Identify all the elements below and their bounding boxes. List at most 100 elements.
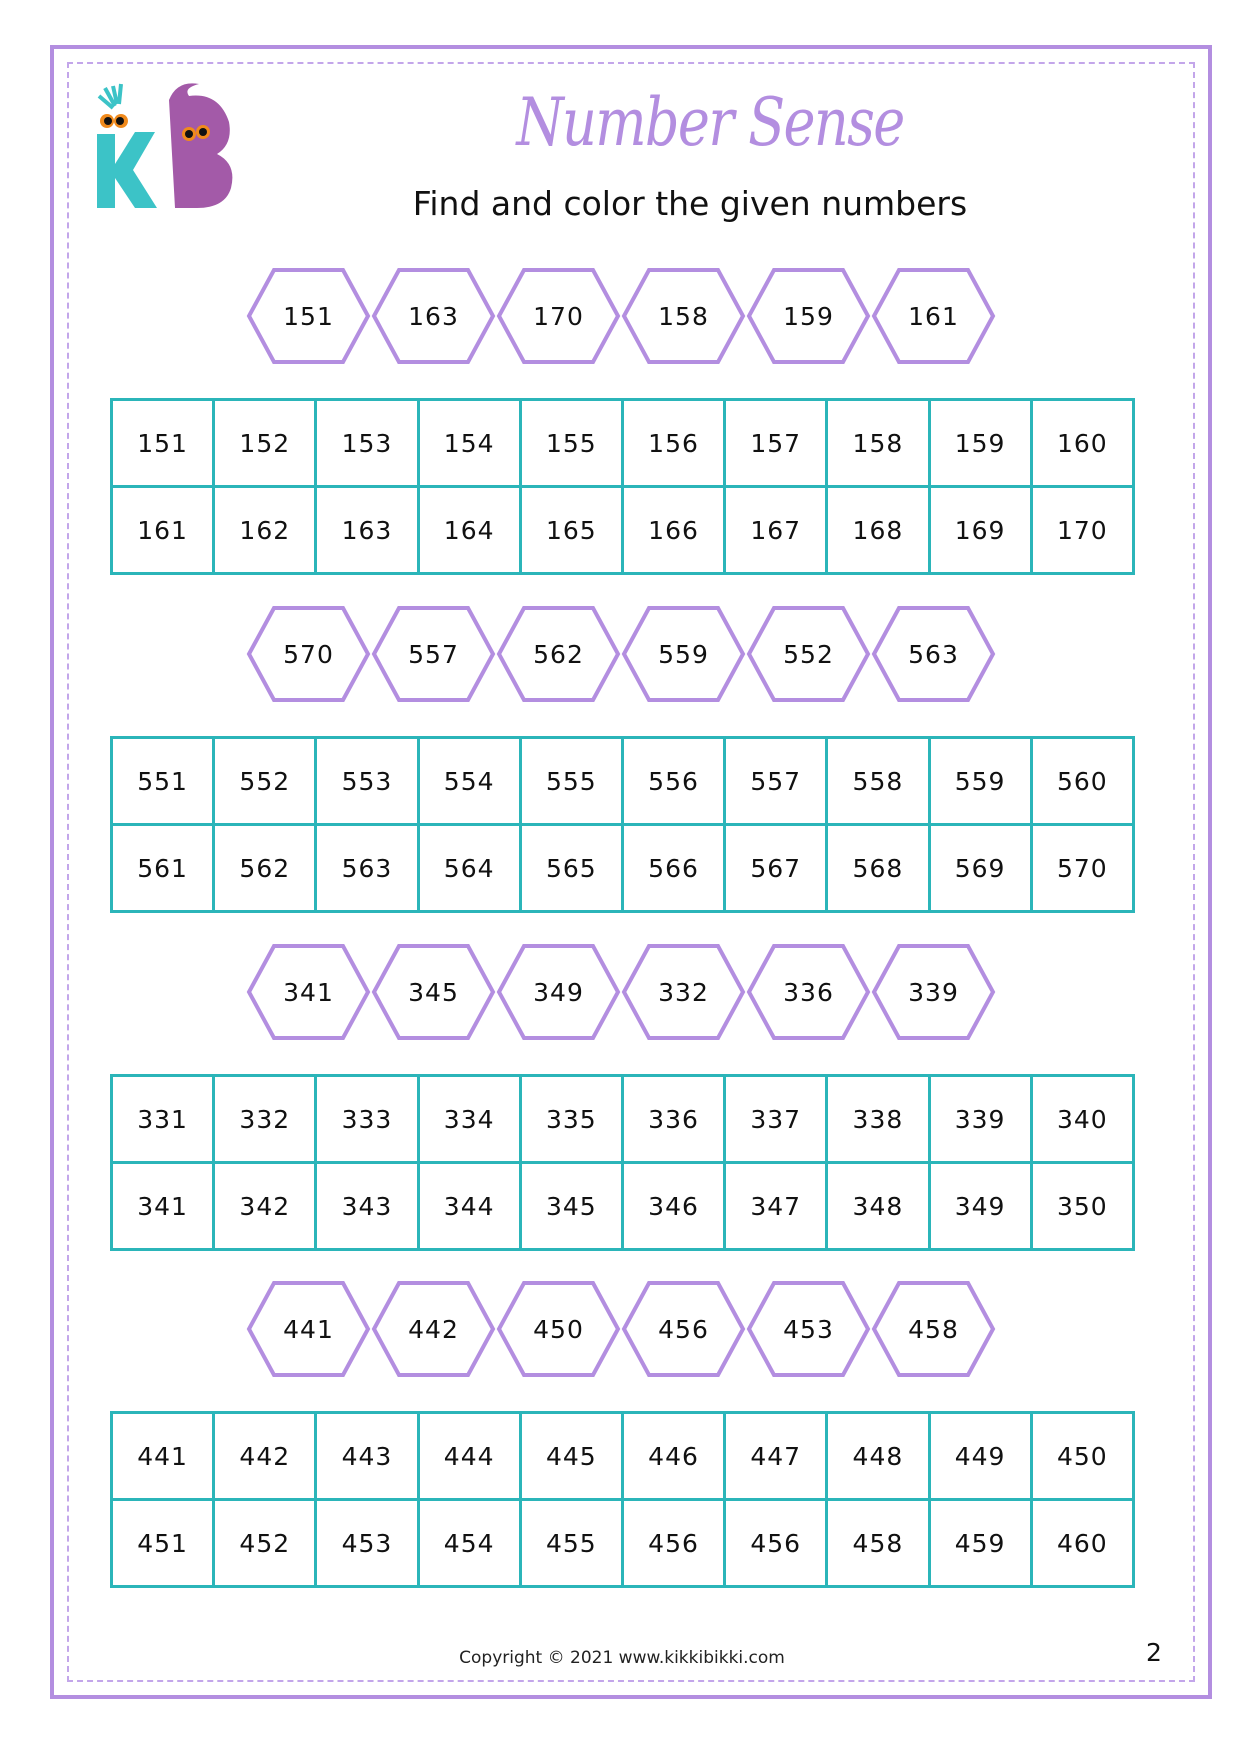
grid-cell[interactable]: 159 [927,398,1033,488]
grid-cell[interactable]: 341 [109,1161,216,1251]
grid-cell[interactable]: 443 [314,1411,420,1501]
grid-cell[interactable]: 168 [825,485,931,575]
grid-cell[interactable]: 459 [927,1498,1033,1588]
grid-cell[interactable]: 450 [1029,1411,1136,1501]
grid-cell[interactable]: 559 [927,736,1033,826]
target-number-hexagon[interactable]: 341 [246,943,371,1041]
grid-cell[interactable]: 564 [416,823,522,913]
grid-cell[interactable]: 563 [314,823,420,913]
grid-cell[interactable]: 454 [416,1498,522,1588]
grid-cell[interactable]: 567 [723,823,829,913]
grid-cell[interactable]: 340 [1029,1074,1136,1164]
grid-cell[interactable]: 343 [314,1161,420,1251]
grid-cell[interactable]: 441 [109,1411,216,1501]
grid-cell[interactable]: 455 [518,1498,624,1588]
target-number-hexagon[interactable]: 453 [746,1280,871,1378]
grid-cell[interactable]: 169 [927,485,1033,575]
grid-cell[interactable]: 449 [927,1411,1033,1501]
target-number-hexagon[interactable]: 441 [246,1280,371,1378]
grid-cell[interactable]: 554 [416,736,522,826]
target-number-hexagon[interactable]: 163 [371,267,496,365]
grid-cell[interactable]: 335 [518,1074,624,1164]
grid-cell[interactable]: 460 [1029,1498,1136,1588]
grid-cell[interactable]: 161 [109,485,216,575]
grid-cell[interactable]: 447 [723,1411,829,1501]
grid-cell[interactable]: 164 [416,485,522,575]
grid-cell[interactable]: 336 [620,1074,727,1164]
grid-cell[interactable]: 152 [212,398,318,488]
grid-cell[interactable]: 342 [212,1161,318,1251]
grid-cell[interactable]: 448 [825,1411,931,1501]
target-number-hexagon[interactable]: 339 [871,943,996,1041]
grid-cell[interactable]: 347 [723,1161,829,1251]
target-number-hexagon[interactable]: 442 [371,1280,496,1378]
grid-cell[interactable]: 569 [927,823,1033,913]
target-number-hexagon[interactable]: 557 [371,605,496,703]
grid-cell[interactable]: 160 [1029,398,1136,488]
grid-cell[interactable]: 332 [212,1074,318,1164]
grid-cell[interactable]: 344 [416,1161,522,1251]
grid-cell[interactable]: 562 [212,823,318,913]
target-number-hexagon[interactable]: 151 [246,267,371,365]
grid-cell[interactable]: 331 [109,1074,216,1164]
target-number-hexagon[interactable]: 570 [246,605,371,703]
grid-cell[interactable]: 555 [518,736,624,826]
target-number-hexagon[interactable]: 170 [496,267,621,365]
grid-cell[interactable]: 565 [518,823,624,913]
grid-cell[interactable]: 445 [518,1411,624,1501]
grid-cell[interactable]: 348 [825,1161,931,1251]
grid-cell[interactable]: 158 [825,398,931,488]
grid-cell[interactable]: 345 [518,1161,624,1251]
grid-cell[interactable]: 155 [518,398,624,488]
target-number-hexagon[interactable]: 159 [746,267,871,365]
grid-cell[interactable]: 163 [314,485,420,575]
grid-cell[interactable]: 557 [723,736,829,826]
grid-cell[interactable]: 451 [109,1498,216,1588]
grid-cell[interactable]: 453 [314,1498,420,1588]
target-number-hexagon[interactable]: 559 [621,605,746,703]
grid-cell[interactable]: 551 [109,736,216,826]
grid-cell[interactable]: 170 [1029,485,1136,575]
grid-cell[interactable]: 456 [620,1498,727,1588]
grid-cell[interactable]: 458 [825,1498,931,1588]
grid-cell[interactable]: 566 [620,823,727,913]
grid-cell[interactable]: 552 [212,736,318,826]
grid-cell[interactable]: 338 [825,1074,931,1164]
target-number-hexagon[interactable]: 458 [871,1280,996,1378]
target-number-hexagon[interactable]: 349 [496,943,621,1041]
grid-cell[interactable]: 570 [1029,823,1136,913]
grid-cell[interactable]: 558 [825,736,931,826]
target-number-hexagon[interactable]: 450 [496,1280,621,1378]
grid-cell[interactable]: 157 [723,398,829,488]
grid-cell[interactable]: 561 [109,823,216,913]
target-number-hexagon[interactable]: 332 [621,943,746,1041]
target-number-hexagon[interactable]: 158 [621,267,746,365]
grid-cell[interactable]: 334 [416,1074,522,1164]
grid-cell[interactable]: 153 [314,398,420,488]
target-number-hexagon[interactable]: 456 [621,1280,746,1378]
grid-cell[interactable]: 560 [1029,736,1136,826]
grid-cell[interactable]: 446 [620,1411,727,1501]
grid-cell[interactable]: 456 [723,1498,829,1588]
grid-cell[interactable]: 568 [825,823,931,913]
grid-cell[interactable]: 339 [927,1074,1033,1164]
grid-cell[interactable]: 333 [314,1074,420,1164]
grid-cell[interactable]: 151 [109,398,216,488]
grid-cell[interactable]: 167 [723,485,829,575]
target-number-hexagon[interactable]: 161 [871,267,996,365]
target-number-hexagon[interactable]: 562 [496,605,621,703]
grid-cell[interactable]: 442 [212,1411,318,1501]
target-number-hexagon[interactable]: 563 [871,605,996,703]
grid-cell[interactable]: 337 [723,1074,829,1164]
grid-cell[interactable]: 162 [212,485,318,575]
grid-cell[interactable]: 452 [212,1498,318,1588]
target-number-hexagon[interactable]: 336 [746,943,871,1041]
target-number-hexagon[interactable]: 345 [371,943,496,1041]
grid-cell[interactable]: 166 [620,485,727,575]
grid-cell[interactable]: 444 [416,1411,522,1501]
target-number-hexagon[interactable]: 552 [746,605,871,703]
grid-cell[interactable]: 346 [620,1161,727,1251]
grid-cell[interactable]: 349 [927,1161,1033,1251]
grid-cell[interactable]: 553 [314,736,420,826]
grid-cell[interactable]: 350 [1029,1161,1136,1251]
